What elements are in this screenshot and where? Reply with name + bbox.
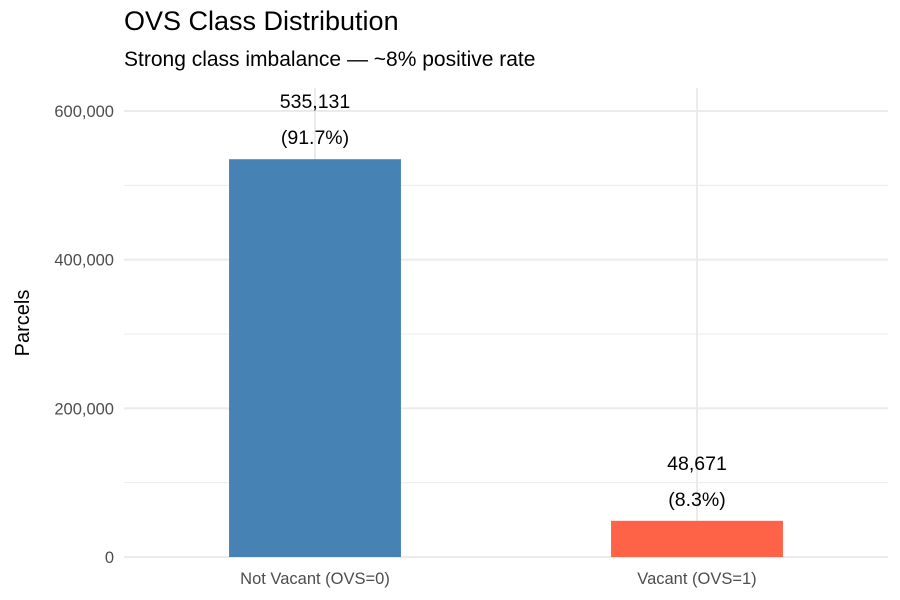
y-axis-title: Parcels (12, 290, 34, 357)
bar-value-label: 48,671 (667, 453, 727, 475)
bar (611, 520, 783, 557)
y-tick-label: 0 (105, 549, 114, 567)
bar-percent-label: (91.7%) (281, 127, 349, 149)
chart-title: OVS Class Distribution (124, 6, 399, 36)
bar-percent-label: (8.3%) (668, 489, 725, 511)
y-tick-label: 600,000 (54, 103, 114, 121)
y-tick-label: 200,000 (54, 400, 114, 418)
x-tick-label: Not Vacant (OVS=0) (240, 570, 390, 588)
label-layer: (91.7%) 535,131 (8.3%) 48,671 (280, 91, 727, 511)
y-tick-label: 400,000 (54, 252, 114, 270)
bar-layer (229, 159, 783, 557)
bar-value-label: 535,131 (280, 91, 351, 113)
x-tick-label: Vacant (OVS=1) (637, 570, 756, 588)
chart-subtitle: Strong class imbalance — ~8% positive ra… (124, 48, 536, 71)
axis-layer: 0 200,000 400,000 600,000 Not Vacant (OVS=0)… (54, 103, 756, 588)
bar (229, 159, 401, 557)
